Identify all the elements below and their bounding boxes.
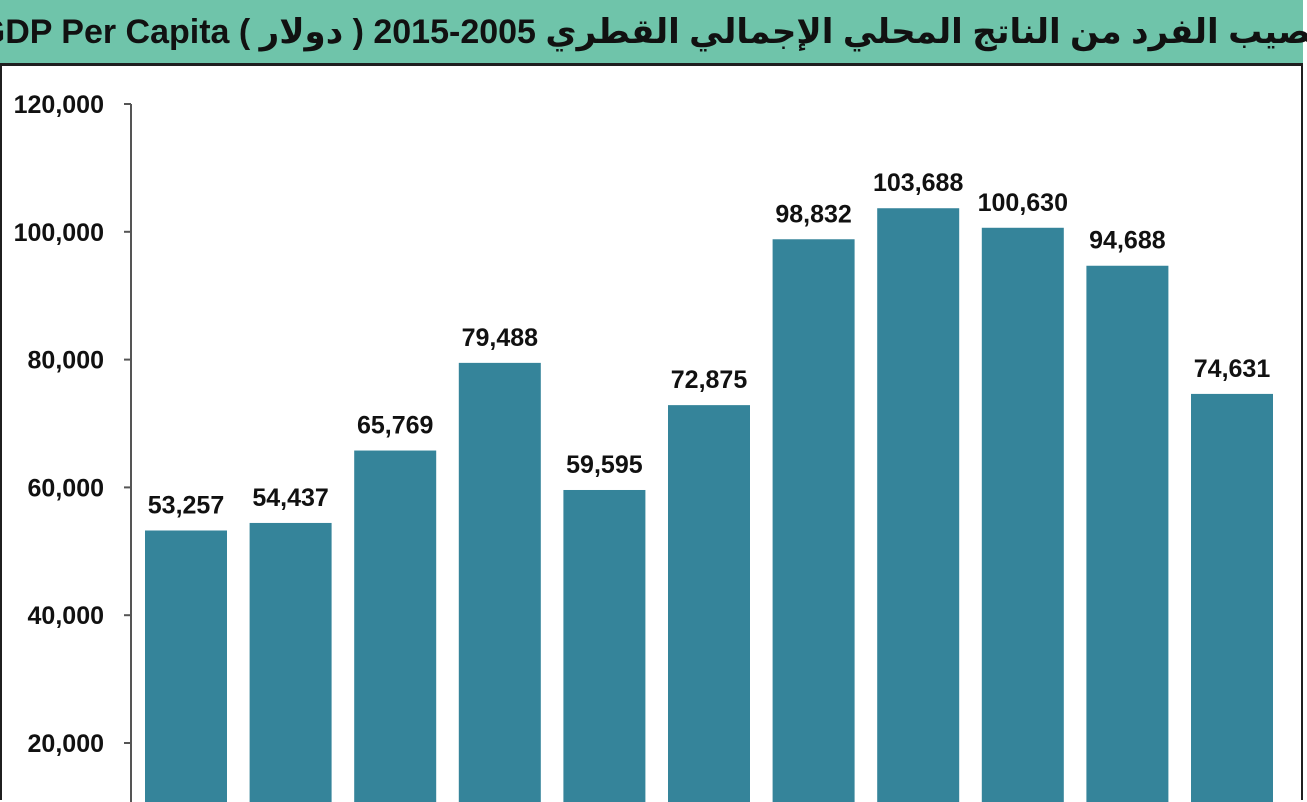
bar-value-label: 103,688 [873, 169, 963, 197]
bar-value-label: 100,630 [978, 189, 1068, 217]
y-tick-label: 100,000 [14, 219, 104, 247]
bar-value-label: 54,437 [252, 484, 328, 512]
chart-title-bar: نصيب الفرد من الناتج المحلي الإجمالي الق… [0, 0, 1307, 66]
bar [1086, 265, 1169, 802]
chart-title: نصيب الفرد من الناتج المحلي الإجمالي الق… [0, 12, 1307, 51]
y-tick-label: 60,000 [28, 474, 104, 502]
bar [1191, 393, 1273, 802]
bar-value-label: 98,832 [775, 200, 851, 228]
bar-value-label: 74,631 [1194, 355, 1271, 383]
bar-value-label: 79,488 [462, 324, 539, 352]
y-tick-label: 120,000 [14, 91, 104, 119]
y-tick-label: 20,000 [28, 730, 104, 758]
bar-value-label: 53,257 [148, 491, 224, 519]
bar-value-label: 59,595 [566, 451, 643, 479]
bar [981, 227, 1064, 802]
bar [458, 362, 541, 802]
bar [249, 522, 332, 802]
bar-value-label: 94,688 [1089, 227, 1166, 255]
bar [877, 208, 960, 802]
bar [668, 405, 750, 802]
bar-value-label: 72,875 [671, 366, 748, 394]
bar [354, 450, 437, 802]
bar [145, 530, 227, 802]
y-tick-label: 40,000 [28, 602, 104, 630]
y-tick-label: 80,000 [28, 347, 104, 375]
bar-value-label: 65,769 [357, 412, 433, 440]
bar [772, 239, 855, 802]
bar [563, 489, 646, 802]
